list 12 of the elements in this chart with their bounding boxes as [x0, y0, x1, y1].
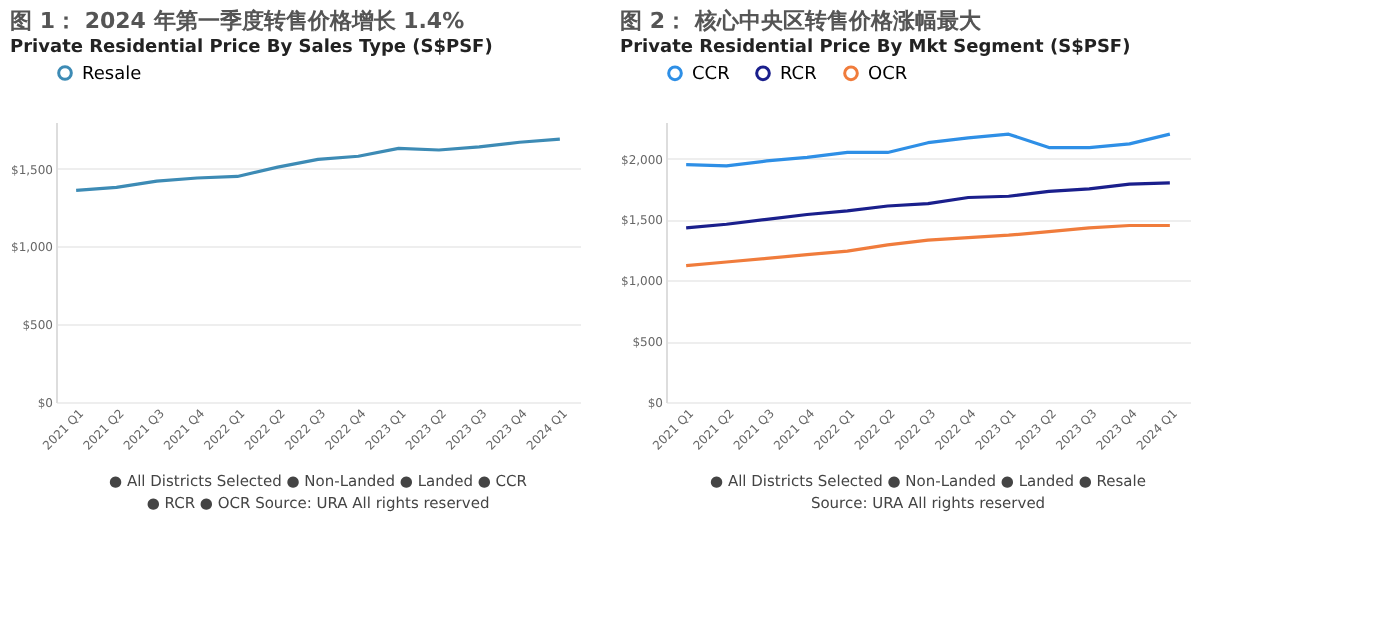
line-series	[684, 132, 1172, 168]
chart-title: 图 1： 2024 年第一季度转售价格增长 1.4%	[10, 8, 465, 34]
line-series	[684, 181, 1172, 230]
chart-title: 图 2： 核心中央区转售价格涨幅最大	[620, 8, 983, 34]
legend-label: Resale	[82, 65, 143, 85]
legend-label: CCR	[692, 65, 730, 86]
chart-subtitle: Private Residential Price By Sales Type (S$PSF)	[10, 38, 493, 58]
chart-subtitle: Private Residential Price By Mkt Segment (S$PSF)	[620, 38, 1131, 58]
line-series	[684, 223, 1172, 268]
line-series	[74, 137, 562, 193]
legend-label: RCR	[780, 65, 817, 86]
legend-label: OCR	[868, 65, 908, 86]
